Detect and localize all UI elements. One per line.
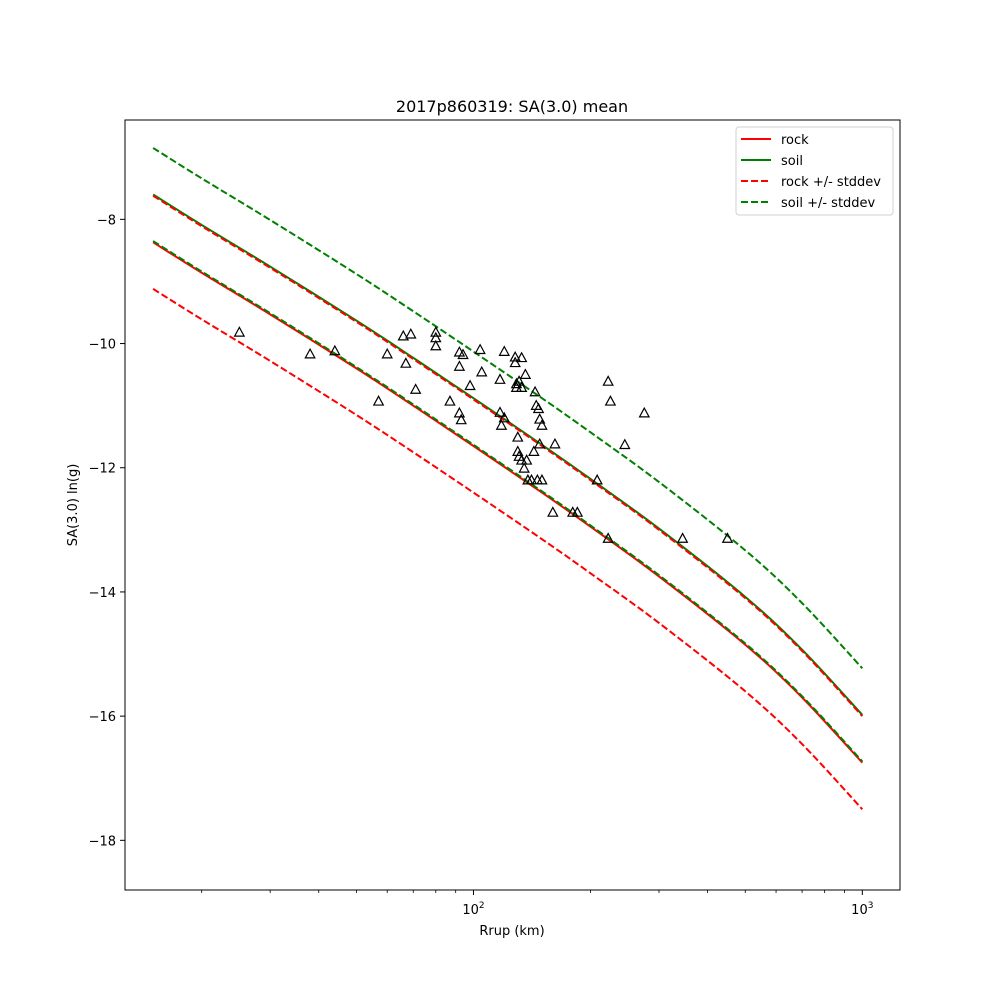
observation-marker [602, 375, 614, 386]
plot-frame [124, 119, 901, 891]
y-axis-label: SA(3.0) ln(g) [66, 464, 81, 547]
observation-marker [528, 445, 540, 456]
observation-marker [405, 327, 417, 339]
observation-marker [547, 506, 559, 517]
observation-marker [515, 381, 528, 392]
observation-marker [372, 395, 385, 406]
observation-marker [494, 373, 506, 384]
legend-entry: soil +/- stddev [741, 196, 876, 211]
legend-box [735, 126, 894, 216]
y-tick-label: −10 [89, 338, 116, 353]
observation-marker [498, 345, 511, 356]
observation-marker [512, 445, 524, 456]
observation-marker [721, 532, 734, 543]
observation-marker [509, 350, 521, 362]
observation-marker [536, 473, 548, 485]
observation-marker [498, 411, 511, 423]
observation-marker [474, 343, 486, 355]
observation-marker [513, 375, 525, 386]
observation-marker [602, 532, 614, 543]
observation-marker [329, 344, 341, 356]
observation-marker [430, 326, 442, 337]
observation-marker [475, 365, 488, 377]
x-axis-label: Rrup (km) [479, 924, 544, 939]
observation-marker [591, 473, 603, 485]
observation-marker [397, 329, 410, 341]
observation-marker [457, 348, 469, 360]
legend-label: soil +/- stddev [781, 196, 876, 211]
legend: rock soil rock +/- stddev soil +/- stddev [735, 126, 894, 216]
observations-layer [233, 326, 734, 543]
y-tick-label: −14 [89, 586, 116, 601]
observation-marker [529, 385, 541, 397]
y-tick-label: −12 [89, 462, 116, 477]
observation-marker [453, 360, 466, 371]
observation-marker [533, 437, 546, 449]
legend-label: rock [781, 133, 809, 148]
observation-marker [430, 339, 442, 351]
legend-entry: rock +/- stddev [741, 175, 881, 190]
observation-marker [494, 406, 506, 417]
observation-marker [549, 437, 561, 449]
series-line-rock-stddev-2 [152, 194, 864, 717]
observation-marker [571, 506, 584, 517]
y-tick-label: −16 [89, 710, 116, 725]
observation-marker [464, 379, 476, 391]
observation-marker [536, 419, 548, 430]
legend-entry: rock [741, 133, 809, 148]
observation-marker [510, 377, 523, 389]
observation-marker [400, 357, 412, 368]
observation-marker [455, 413, 467, 425]
observation-marker [304, 347, 316, 359]
observation-marker [381, 347, 393, 359]
plot-area [124, 119, 901, 891]
y-axis: −8 −10 −12 −14 −16 −18 [89, 213, 125, 849]
observation-marker [619, 438, 631, 450]
observation-marker [638, 406, 651, 418]
observation-marker [512, 431, 524, 442]
observation-marker [495, 419, 508, 430]
observation-marker [453, 406, 466, 418]
legend-label: rock +/- stddev [781, 175, 881, 190]
observation-marker [604, 395, 617, 406]
observation-marker [520, 454, 533, 465]
series-line-soil-stddev-5 [152, 240, 864, 763]
observation-marker [409, 383, 422, 394]
y-tick-label: −8 [97, 213, 116, 228]
series-line-rock-0 [152, 241, 864, 764]
observation-marker [518, 462, 530, 473]
observation-marker [525, 473, 538, 485]
observation-marker [444, 395, 456, 406]
series-line-rock-stddev-3 [152, 288, 864, 810]
legend-entry: soil [741, 154, 803, 169]
observation-marker [515, 351, 528, 363]
observation-marker [233, 326, 246, 337]
observation-marker [533, 413, 546, 424]
observation-marker [532, 402, 545, 414]
y-tick-label: −18 [89, 834, 116, 849]
chart-title: 2017p860319: SA(3.0) mean [396, 97, 628, 116]
legend-label: soil [781, 154, 803, 169]
observation-marker [676, 532, 689, 543]
observation-marker [519, 368, 532, 379]
